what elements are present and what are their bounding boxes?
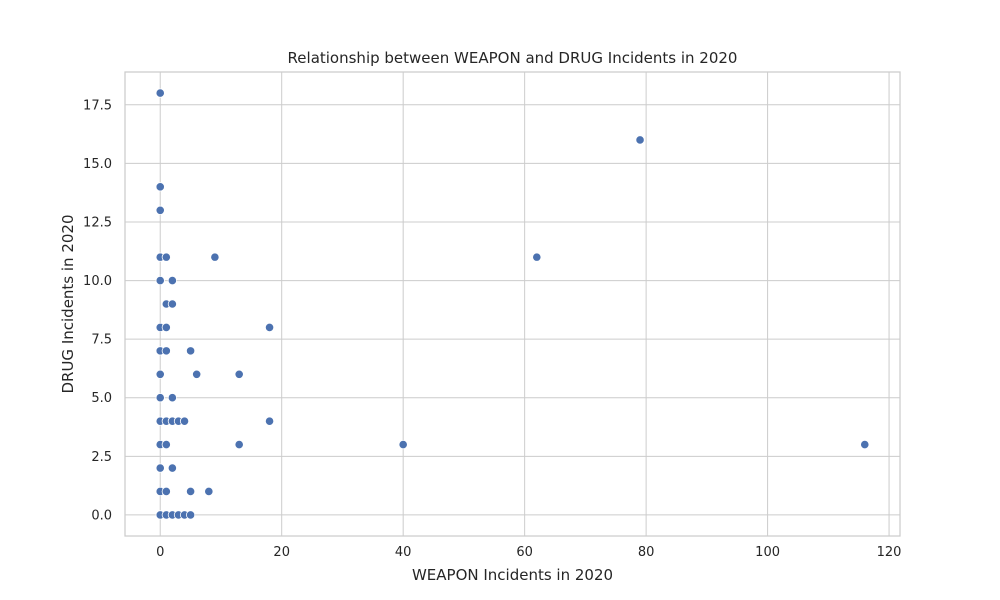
scatter-point: [155, 205, 165, 215]
scatter-point: [161, 440, 171, 450]
gridlines: [125, 72, 900, 536]
scatter-point: [155, 463, 165, 473]
x-axis-label: WEAPON Incidents in 2020: [412, 566, 613, 584]
y-tick-label: 12.5: [83, 215, 112, 230]
scatter-point: [167, 463, 177, 473]
y-tick-label: 15.0: [83, 157, 112, 172]
scatter-point: [210, 252, 220, 262]
scatter-point: [161, 346, 171, 356]
scatter-point: [167, 393, 177, 403]
plot-frame: [124, 71, 901, 537]
scatter-point: [860, 440, 870, 450]
scatter-point: [155, 88, 165, 98]
scatter-point: [204, 486, 214, 497]
scatter-point: [532, 252, 542, 262]
y-tick-label: 5.0: [91, 391, 112, 406]
scatter-point: [167, 299, 177, 309]
scatter-point: [185, 346, 196, 356]
scatter-point: [234, 440, 244, 450]
y-tick-label: 0.0: [91, 508, 112, 523]
x-tick-label: 0: [156, 545, 164, 560]
scatter-point: [155, 393, 165, 403]
scatter-point: [155, 369, 165, 379]
x-tick-label: 20: [273, 545, 290, 560]
y-tick-label: 10.0: [83, 274, 112, 289]
scatter-point: [161, 252, 171, 262]
x-tick-label: 60: [516, 545, 533, 560]
scatter-point: [234, 369, 244, 379]
y-tick-label: 17.5: [83, 98, 112, 113]
x-tick-label: 80: [638, 545, 655, 560]
scatter-point: [635, 135, 645, 145]
scatter-point: [155, 275, 165, 286]
scatter-point: [264, 416, 275, 426]
chart-title: Relationship between WEAPON and DRUG Inc…: [288, 49, 738, 67]
scatter-point: [192, 369, 202, 379]
scatter-point: [161, 486, 171, 497]
scatter-point: [167, 275, 177, 286]
scatter-point: [185, 510, 196, 520]
y-tick-label: 2.5: [91, 450, 112, 465]
scatter-point: [185, 486, 196, 497]
x-tick-label: 100: [755, 545, 780, 560]
scatter-point: [264, 322, 275, 333]
y-tick-labels: 0.0 2.5 5.0 7.5 10.0 12.5 15.0 17.5: [83, 98, 112, 523]
scatter-point: [179, 416, 190, 426]
x-tick-label: 120: [877, 545, 902, 560]
data-points: [155, 88, 870, 520]
x-tick-label: 40: [395, 545, 412, 560]
scatter-point: [161, 322, 171, 333]
y-axis-label: DRUG Incidents in 2020: [59, 214, 77, 393]
y-tick-label: 7.5: [91, 333, 112, 348]
scatter-point: [155, 182, 165, 192]
x-tick-labels: 0 20 40 60 80 100 120: [156, 545, 901, 560]
scatter-point: [398, 440, 408, 450]
